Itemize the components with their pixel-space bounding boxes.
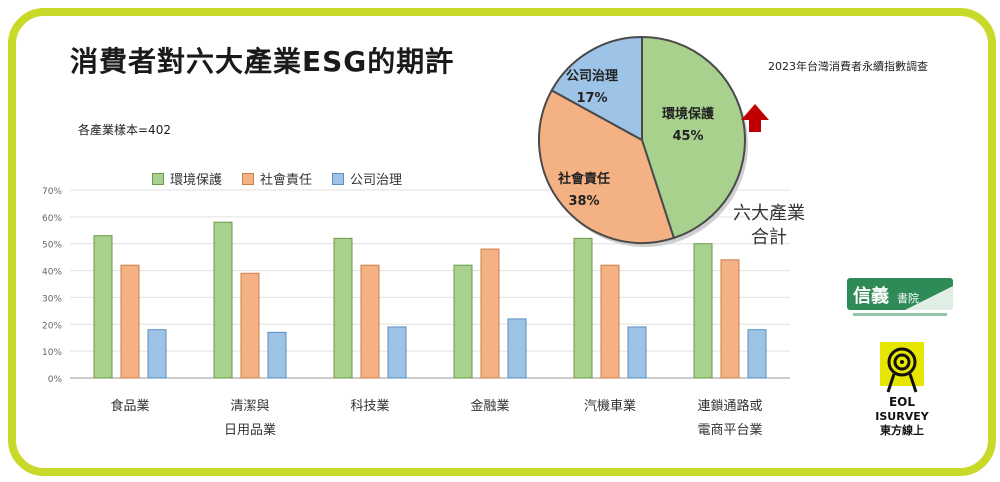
pie-slice-label: 社會責任 — [557, 171, 610, 187]
pie-slice-label: 環境保護 — [662, 106, 715, 122]
legend-label-social: 社會責任 — [260, 173, 313, 188]
legend-item-social: 社會責任 — [242, 169, 312, 188]
bar-env — [453, 264, 473, 379]
eol-logo: EOL ISURVEY 東方線上 — [875, 342, 930, 437]
bar-env — [573, 237, 593, 379]
svg-text:EOL: EOL — [889, 395, 915, 409]
pie-caption-line-1: 六大產業 — [733, 203, 805, 224]
bar-gov — [747, 329, 767, 379]
svg-text:東方線上: 東方線上 — [880, 423, 924, 437]
legend-label-env: 環境保護 — [170, 173, 223, 188]
y-tick-label: 50% — [42, 241, 62, 251]
pie-caption: 六大產業 合計 — [724, 202, 814, 250]
y-tick-label: 0% — [48, 375, 63, 385]
legend-swatch-social — [242, 172, 255, 185]
bar-env — [213, 221, 233, 379]
bar-gov — [147, 329, 167, 379]
x-tick-label: 科技業 — [350, 398, 389, 414]
bar-env — [693, 243, 713, 379]
bar-env — [93, 235, 113, 379]
x-tick-label: 日用品業 — [224, 422, 276, 438]
y-tick-label: 70% — [42, 187, 62, 197]
pie-slice-env — [641, 35, 746, 240]
bar-gov — [507, 318, 527, 379]
svg-text:信義: 信義 — [853, 285, 889, 307]
legend-item-gov: 公司治理 — [332, 169, 402, 188]
xinyi-logo: 信義 書院 — [847, 278, 953, 316]
svg-text:書院: 書院 — [897, 291, 919, 305]
bar-chart-legend: 環境保護 社會責任 公司治理 — [152, 169, 402, 188]
y-tick-label: 20% — [42, 321, 62, 331]
page-frame — [8, 8, 996, 476]
up-arrow-icon — [741, 104, 769, 132]
pie-slice-gov — [550, 35, 643, 142]
legend-item-env: 環境保護 — [152, 169, 222, 188]
bar-gov — [267, 331, 287, 379]
x-tick-label: 清潔與 — [230, 399, 269, 414]
legend-swatch-gov — [332, 172, 345, 185]
bar-social — [120, 264, 140, 379]
pie-slice-label: 公司治理 — [566, 68, 618, 84]
x-tick-label: 金融業 — [470, 398, 509, 414]
pie-slice-value: 45% — [672, 129, 703, 144]
bar-social — [240, 272, 260, 379]
pie-slice-social — [538, 89, 676, 244]
x-tick-label: 食品業 — [110, 398, 149, 414]
source-note: 2023年台灣消費者永續指數調查 — [768, 60, 928, 73]
y-tick-label: 60% — [42, 214, 62, 224]
bar-gov — [627, 326, 647, 379]
page-title: 消費者對六大產業ESG的期許 — [70, 45, 455, 78]
bar-gov — [387, 326, 407, 379]
bar-social — [360, 264, 380, 379]
y-tick-label: 30% — [42, 294, 62, 304]
legend-label-gov: 公司治理 — [350, 173, 403, 188]
y-tick-label: 10% — [42, 348, 62, 358]
pie-caption-line-2: 合計 — [751, 227, 787, 248]
legend-swatch-env — [152, 172, 164, 185]
sample-size-note: 各產業樣本=402 — [78, 123, 171, 137]
bar-social — [720, 259, 740, 379]
bar-social — [480, 248, 500, 379]
pie-slice-value: 38% — [568, 194, 599, 209]
y-tick-label: 40% — [42, 268, 62, 278]
svg-text:ISURVEY: ISURVEY — [875, 410, 929, 423]
x-tick-label: 電商平台業 — [697, 422, 762, 438]
pie-slice-value: 17% — [576, 91, 607, 106]
x-tick-label: 汽機車業 — [584, 398, 636, 414]
bar-social — [600, 264, 620, 379]
bar-env — [333, 237, 353, 379]
x-tick-label: 連鎖通路或 — [697, 398, 762, 414]
